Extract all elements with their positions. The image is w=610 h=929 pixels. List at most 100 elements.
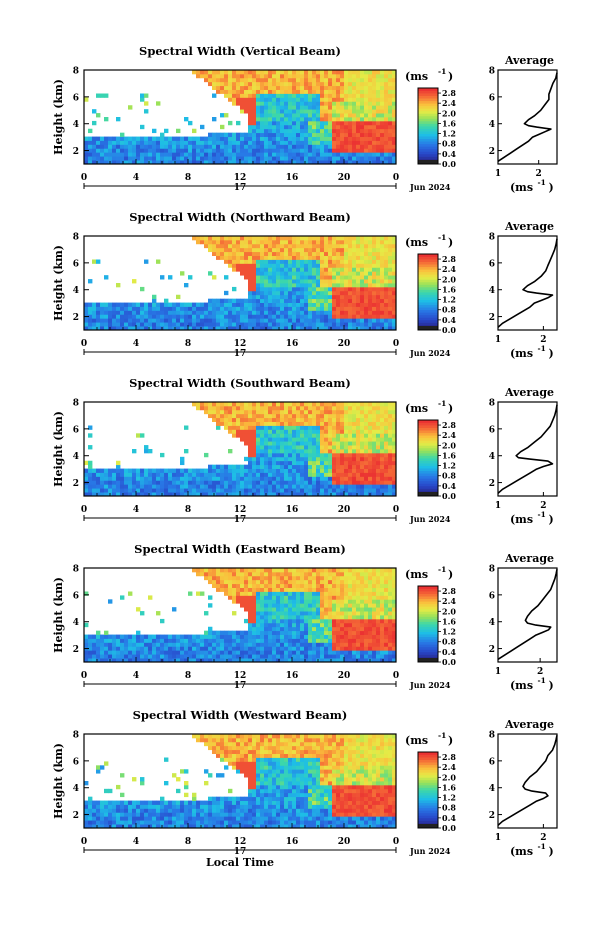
heatmap-cell — [328, 476, 333, 481]
heatmap-cell — [264, 421, 269, 426]
heatmap-cell — [276, 144, 281, 149]
heatmap-cell — [316, 445, 321, 450]
heatmap-cell — [296, 322, 301, 327]
heatmap-cell — [348, 267, 353, 272]
heatmap-cell — [260, 275, 265, 280]
heatmap-cell — [284, 445, 289, 450]
heatmap-cell — [232, 488, 237, 493]
heatmap-cell — [224, 638, 229, 643]
heatmap-cell — [324, 120, 329, 126]
heatmap-cell — [328, 452, 333, 458]
heatmap-cell — [264, 140, 269, 145]
heatmap-cell — [264, 591, 269, 596]
heatmap-cell — [356, 275, 361, 280]
heatmap-cell — [272, 433, 277, 438]
heatmap-cell — [296, 148, 301, 153]
heatmap-cell — [288, 611, 293, 616]
average-x-label-sup: -1 — [538, 344, 546, 353]
heatmap-cell — [360, 275, 365, 280]
heatmap-cell — [268, 441, 273, 446]
heatmap-cell — [244, 417, 249, 422]
heatmap-cell — [236, 638, 241, 643]
heatmap-cell — [356, 279, 361, 284]
heatmap-cell — [392, 101, 397, 106]
heatmap-cell — [268, 658, 273, 663]
heatmap-cell — [292, 81, 297, 87]
heatmap-cell — [380, 294, 385, 300]
heatmap-cell — [252, 148, 257, 153]
heatmap-cell — [232, 136, 237, 141]
heatmap-cell — [168, 646, 173, 651]
heatmap-cell — [144, 101, 149, 106]
heatmap-cell — [228, 318, 233, 323]
heatmap-cell — [92, 484, 97, 489]
heatmap-cell — [248, 109, 253, 114]
heatmap-cell — [320, 152, 325, 157]
heatmap-cell — [232, 314, 237, 319]
heatmap-cell — [196, 322, 201, 327]
heatmap-cell — [176, 658, 181, 663]
heatmap-cell — [220, 658, 225, 663]
heatmap-cell — [272, 243, 277, 249]
heatmap-cell — [356, 290, 361, 296]
heatmap-cell — [260, 267, 265, 272]
heatmap-cell — [104, 484, 109, 489]
heatmap-cell — [272, 405, 277, 411]
heatmap-cell — [228, 73, 233, 79]
heatmap-cell — [84, 650, 89, 655]
heatmap-cell — [240, 251, 245, 256]
heatmap-cell — [260, 579, 265, 585]
heatmap-cell — [192, 156, 197, 161]
heatmap-cell — [392, 259, 397, 264]
heatmap-cell — [132, 476, 137, 481]
heatmap-cell — [264, 626, 269, 632]
heatmap-cell — [280, 480, 285, 485]
heatmap-cell — [324, 421, 329, 426]
heatmap-cell — [320, 279, 325, 284]
heatmap-cell — [276, 603, 281, 608]
heatmap-cell — [100, 634, 105, 639]
heatmap-cell — [300, 160, 305, 165]
heatmap-cell — [192, 646, 197, 651]
heatmap-cell — [304, 140, 309, 145]
heatmap-cell — [168, 144, 173, 149]
colorbar-swatch — [418, 312, 438, 316]
heatmap-cell — [124, 634, 129, 639]
heatmap-cell — [384, 239, 389, 245]
heatmap-cell — [236, 429, 241, 434]
heatmap-cell — [344, 109, 349, 114]
heatmap-cell — [352, 484, 357, 489]
heatmap-cell — [264, 468, 269, 473]
heatmap-cell — [240, 326, 245, 331]
heatmap-cell — [248, 243, 253, 249]
heatmap-cell — [328, 445, 333, 450]
heatmap-cell — [212, 646, 217, 651]
heatmap-cell — [268, 615, 273, 620]
heatmap-cell — [268, 575, 273, 581]
heatmap-cell — [276, 595, 281, 600]
heatmap-cell — [276, 441, 281, 446]
heatmap-cell — [156, 322, 161, 327]
heatmap-cell — [268, 136, 273, 141]
heatmap-cell — [224, 642, 229, 647]
heatmap-cell — [296, 156, 301, 161]
heatmap-cell — [232, 433, 237, 438]
heatmap-cell — [260, 571, 265, 577]
heatmap-cell — [384, 283, 389, 288]
heatmap-cell — [356, 322, 361, 327]
heatmap-cell — [344, 93, 349, 98]
heatmap-cell — [320, 105, 325, 110]
heatmap-cell — [340, 310, 345, 315]
y-tick-label: 6 — [73, 425, 79, 435]
heatmap-cell — [384, 124, 389, 130]
heatmap-cell — [328, 152, 333, 157]
heatmap-cell — [224, 318, 229, 323]
heatmap-cell — [308, 306, 313, 311]
heatmap-cell — [292, 290, 297, 296]
heatmap-cell — [372, 492, 377, 497]
heatmap-cell — [236, 101, 241, 106]
heatmap-cell — [344, 298, 349, 303]
heatmap-cell — [248, 148, 253, 153]
heatmap-cell — [376, 247, 381, 253]
heatmap-cell — [288, 417, 293, 422]
